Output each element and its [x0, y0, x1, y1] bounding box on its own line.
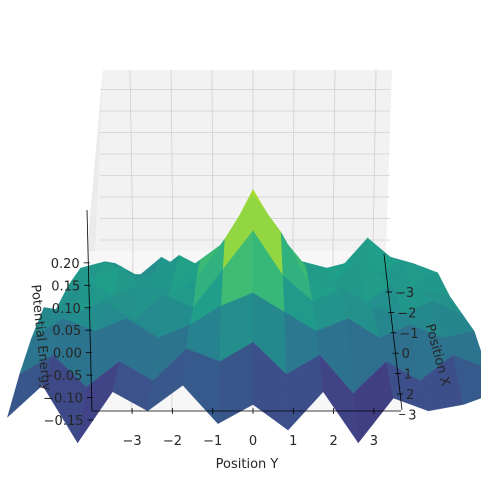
x-tick-label: 3: [370, 434, 378, 449]
x-tick-label: 2: [329, 434, 337, 449]
x-tick-label: 1: [289, 434, 297, 449]
z-tick-label: −0.15: [44, 414, 84, 429]
z-tick-label: 0.15: [51, 279, 80, 294]
x-tick-label: 0: [249, 434, 257, 449]
z-axis-line: [86, 209, 93, 412]
back-gridline: [372, 69, 377, 252]
axes: −3 −2 −1 0 1 2 3 −3 −2 −1 0 1 2 3 −0.15 −0.10 −0.05 0.00 0…: [43, 209, 419, 449]
z-tick-label: 0.00: [53, 347, 82, 362]
x-tick-label: −3: [123, 434, 142, 449]
x-axis-label: Position Y: [216, 457, 279, 472]
x-tick-label: −2: [163, 434, 182, 449]
surface-facet: [182, 348, 220, 425]
y-tick-label: 3: [408, 408, 416, 423]
back-gridline: [292, 69, 295, 252]
z-tick-label: 0.10: [52, 302, 81, 317]
y-tick-label: −3: [395, 286, 414, 301]
back-gridline: [211, 69, 214, 252]
z-tick-label: 0.20: [51, 257, 80, 272]
back-gridline: [129, 69, 134, 252]
y-tick-label: −2: [397, 306, 416, 321]
surface-plot: [7, 188, 481, 444]
surface-facet: [442, 331, 481, 367]
y-tick-label: 0: [402, 347, 410, 362]
y-tick-label: 2: [406, 388, 414, 403]
y-tick-label: 1: [404, 368, 412, 383]
y-axis-line: [383, 253, 403, 411]
back-gridline: [170, 69, 174, 252]
x-tick-label: −1: [203, 434, 222, 449]
back-pane: [87, 70, 392, 251]
surface-facet: [452, 354, 481, 405]
back-gridline: [332, 69, 336, 252]
z-tick-label: −0.10: [43, 392, 83, 407]
z-tick-label: 0.05: [52, 324, 81, 339]
y-tick-label: −1: [399, 327, 418, 342]
z-tick-label: −0.05: [43, 369, 83, 384]
